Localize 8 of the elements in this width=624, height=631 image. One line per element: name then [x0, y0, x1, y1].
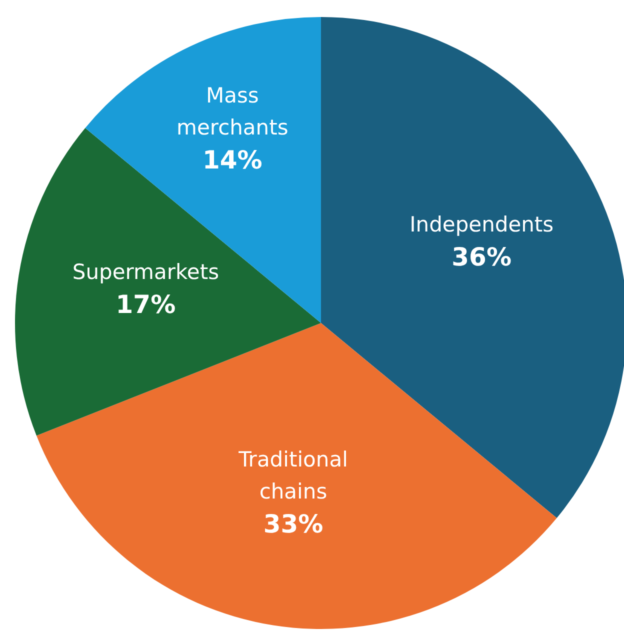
- slice-label: Traditional chains: [238, 447, 348, 504]
- data-label: 14%: [202, 146, 262, 175]
- slice-label: Mass merchants: [176, 84, 288, 140]
- slice-label: Supermarkets: [72, 260, 220, 284]
- slice-label: Independents: [410, 212, 554, 236]
- data-label: 33%: [263, 509, 324, 538]
- data-label: 36%: [452, 242, 512, 272]
- data-label: 17%: [116, 290, 176, 320]
